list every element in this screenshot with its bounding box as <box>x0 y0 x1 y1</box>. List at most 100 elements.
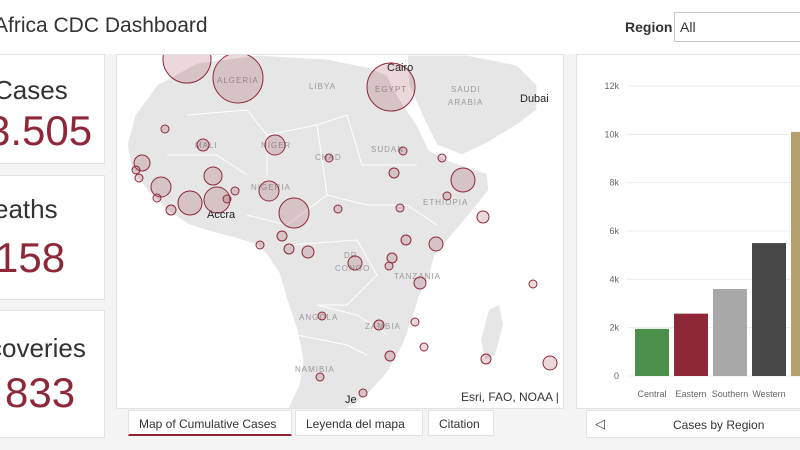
label-congo: CONGO <box>335 264 370 273</box>
case-bubble[interactable] <box>276 230 288 242</box>
case-bubble[interactable] <box>134 173 144 183</box>
bar-western[interactable] <box>752 243 786 376</box>
case-bubble[interactable] <box>162 55 212 84</box>
deaths-card: eaths 158 <box>0 175 105 300</box>
label-namibia: NAMIBIA <box>295 365 335 374</box>
city-dubai: Dubai <box>520 93 549 105</box>
recoveries-card: coveries 833 <box>0 310 105 438</box>
case-bubble[interactable] <box>222 194 232 204</box>
case-bubble[interactable] <box>528 279 538 289</box>
bar-no[interactable] <box>791 131 800 376</box>
bar-southern[interactable] <box>713 289 747 376</box>
case-bubble[interactable] <box>450 167 476 193</box>
x-tick-label: Central <box>637 389 666 399</box>
case-bubble[interactable] <box>384 350 396 362</box>
madagascar-landmass <box>481 305 503 360</box>
label-libya: LIBYA <box>309 82 336 91</box>
x-tick-label: Southern <box>712 389 749 399</box>
case-bubble[interactable] <box>542 355 558 371</box>
cases-value: 3.505 <box>0 107 93 154</box>
y-tick-label: 4k <box>609 274 619 284</box>
cases-label: Cases <box>0 75 68 105</box>
country-borders <box>167 109 438 356</box>
case-bubble[interactable] <box>258 180 280 202</box>
city-cairo: Cairo <box>387 62 413 74</box>
case-bubble[interactable] <box>283 243 295 255</box>
case-bubble[interactable] <box>386 252 398 264</box>
case-bubble[interactable] <box>428 236 444 252</box>
y-tick-label: 10k <box>604 129 619 139</box>
y-tick-label: 6k <box>609 226 619 236</box>
chart-footer-label: Cases by Region <box>673 418 765 432</box>
label-dr: DR <box>344 251 358 260</box>
case-bubble[interactable] <box>347 255 363 271</box>
case-bubble[interactable] <box>255 240 265 250</box>
case-bubble[interactable] <box>400 234 412 246</box>
case-bubble[interactable] <box>324 153 334 163</box>
case-bubble[interactable] <box>230 186 240 196</box>
case-bubble[interactable] <box>196 138 210 152</box>
case-bubble[interactable] <box>333 204 343 214</box>
case-bubble[interactable] <box>437 153 447 163</box>
case-bubble[interactable] <box>165 204 177 216</box>
label-mali: MALI <box>195 141 218 150</box>
label-niger: NIGER <box>261 141 291 150</box>
case-bubble[interactable] <box>366 62 416 112</box>
map-attribution[interactable]: Esri, FAO, NOAA | Esri, FAO, N... <box>459 390 563 404</box>
dashboard-title: Africa CDC Dashboard <box>0 14 208 37</box>
case-bubble[interactable] <box>315 372 325 382</box>
city-je: Je <box>345 394 357 406</box>
tab-leyenda-del-mapa[interactable]: Leyenda del mapa <box>295 410 423 436</box>
case-bubble[interactable] <box>177 190 203 216</box>
case-bubble[interactable] <box>203 186 231 214</box>
case-bubble[interactable] <box>160 124 170 134</box>
header-bar: Africa CDC Dashboard Region All <box>0 0 800 54</box>
case-bubble[interactable] <box>358 388 368 398</box>
case-bubble[interactable] <box>442 191 452 201</box>
case-bubble[interactable] <box>384 261 394 271</box>
africa-map[interactable]: ALGERIA LIBYA EGYPT SAUDI ARABIA MALI NI… <box>117 55 564 409</box>
bar-central[interactable] <box>635 328 669 376</box>
recoveries-label: coveries <box>0 333 86 363</box>
case-bubble[interactable] <box>388 167 400 179</box>
case-bubble[interactable] <box>410 317 420 327</box>
case-bubble[interactable] <box>131 165 141 175</box>
cases-by-region-chart-panel: 0 2k 4k 6k 8k 10k 12k Central Eastern Southern Wes… <box>576 54 800 409</box>
y-tick-label: 12k <box>604 81 619 91</box>
cases-card: Cases 3.505 <box>0 54 105 164</box>
cases-by-region-chart: 0 2k 4k 6k 8k 10k 12k Central Eastern Southern Wes… <box>604 81 800 399</box>
case-bubble[interactable] <box>480 353 492 365</box>
case-bubble[interactable] <box>398 146 408 156</box>
case-bubble[interactable] <box>419 342 429 352</box>
deaths-label: eaths <box>0 194 58 224</box>
case-bubble[interactable] <box>203 166 223 186</box>
triangle-left-icon[interactable]: ◁ <box>595 416 605 431</box>
tab-map-of-cumulative-cases[interactable]: Map of Cumulative Cases <box>128 410 292 436</box>
label-arabia: ARABIA <box>448 98 483 107</box>
case-bubble[interactable] <box>152 193 162 203</box>
bar-eastern[interactable] <box>674 313 708 376</box>
case-bubble[interactable] <box>150 176 172 198</box>
arabia-landmass <box>406 55 538 156</box>
case-bubble[interactable] <box>373 319 385 331</box>
deaths-value: 158 <box>0 234 66 281</box>
label-egypt: EGYPT <box>375 85 407 94</box>
case-bubble[interactable] <box>317 311 327 321</box>
case-bubble[interactable] <box>278 197 310 229</box>
case-bubble[interactable] <box>476 210 490 224</box>
case-bubble[interactable] <box>264 134 286 156</box>
label-tanzania: TANZANIA <box>394 272 441 281</box>
case-bubble[interactable] <box>413 276 427 290</box>
region-select[interactable]: All <box>674 12 800 42</box>
case-bubble[interactable] <box>133 154 151 172</box>
y-tick-label: 2k <box>609 323 619 333</box>
label-ethiopia: ETHIOPIA <box>423 198 468 207</box>
tab-citation[interactable]: Citation <box>428 410 494 436</box>
chart-footer: ◁ Cases by Region <box>586 410 800 438</box>
case-bubble[interactable] <box>301 245 315 259</box>
case-bubbles <box>131 55 558 398</box>
case-bubble[interactable] <box>212 55 264 104</box>
map-panel[interactable]: ALGERIA LIBYA EGYPT SAUDI ARABIA MALI NI… <box>116 54 564 409</box>
city-accra: Accra <box>207 209 236 221</box>
case-bubble[interactable] <box>395 203 405 213</box>
